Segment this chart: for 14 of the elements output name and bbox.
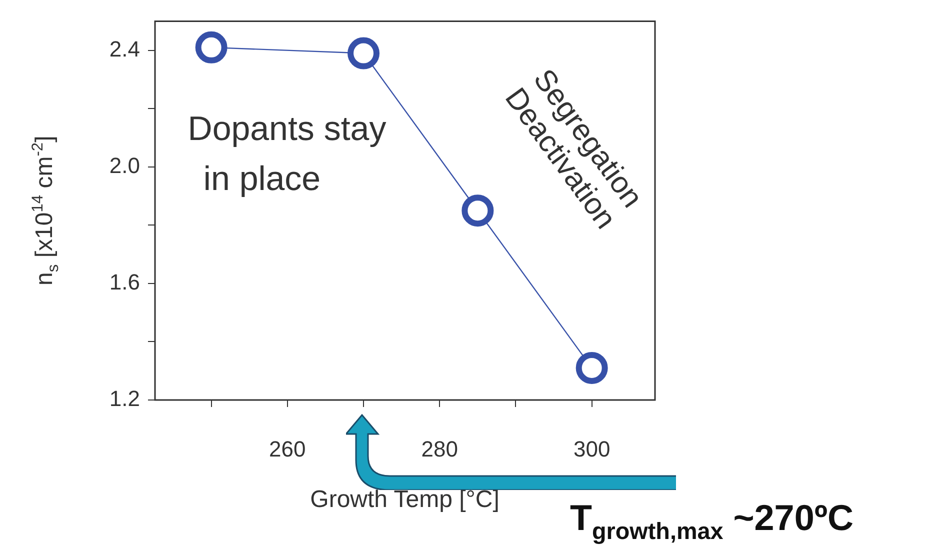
x-tick-label: 260 — [269, 436, 306, 462]
point — [195, 31, 228, 64]
point — [348, 37, 380, 70]
point — [576, 352, 608, 384]
x-axis-title: Growth Temp [°C] — [310, 486, 500, 513]
y-axis-title: ns [x1014 cm-2] — [29, 136, 62, 286]
x-tick-label: 280 — [421, 436, 458, 462]
y-tick-label: 1.6 — [109, 270, 140, 295]
y-tick-label: 2.4 — [109, 36, 140, 62]
y-tick-label: 2.0 — [109, 152, 140, 178]
x-tick-label: 300 — [573, 436, 610, 462]
point — [462, 194, 494, 227]
annotation: Dopants stay in place — [188, 110, 386, 198]
y-tick-label: 1.2 — [109, 386, 140, 412]
